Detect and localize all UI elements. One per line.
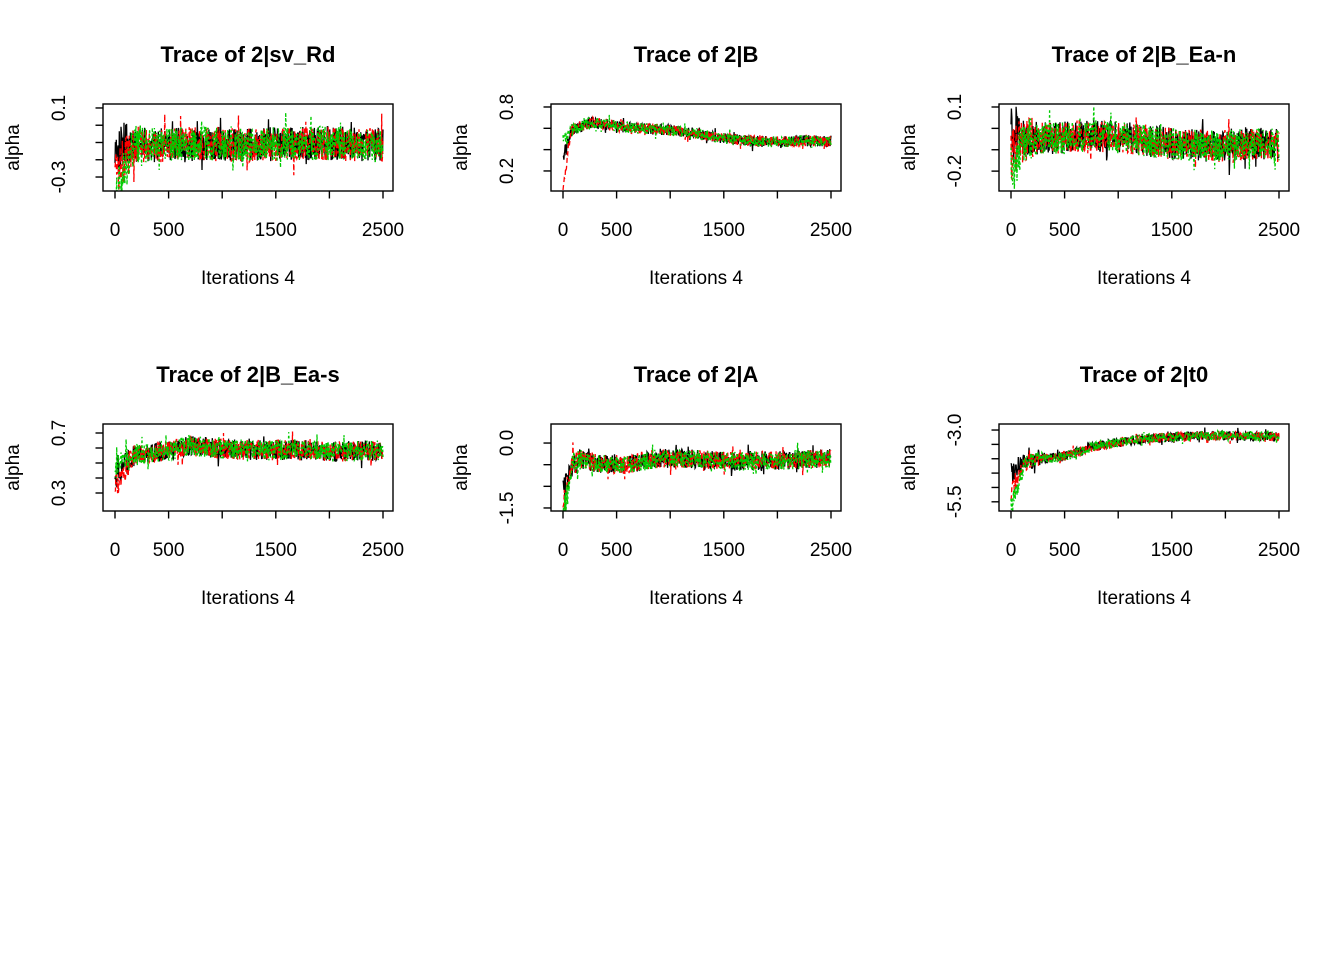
trace-panel-t0: 0 500 1500 2500 -3.0 -5.5 Trace of 2|t0 Iterati…: [899, 362, 1300, 609]
x-tick-label: 0: [110, 540, 121, 561]
trace-panel-A: 0 500 1500 2500 0.0 -1.5 Trace of 2|A Iteration…: [451, 362, 852, 609]
trace-chain-3: [562, 114, 832, 148]
trace-chain-2: [1010, 117, 1280, 180]
x-tick-label: 500: [1049, 220, 1081, 241]
x-tick-label: 500: [601, 220, 633, 241]
trace-lines: [1010, 427, 1280, 511]
panel-title: Trace of 2|A: [634, 362, 759, 387]
x-tick-label: 500: [1049, 540, 1081, 561]
x-tick-label: 2500: [1258, 220, 1300, 241]
x-tick-label: 0: [1006, 220, 1017, 241]
trace-lines: [114, 112, 384, 191]
trace-panel-B_Ea-s: 0 500 1500 2500 0.7 0.3 Trace of 2|B_Ea-s Itera…: [3, 362, 404, 609]
trace-chain-3: [115, 112, 384, 191]
x-tick-label: 500: [153, 540, 185, 561]
x-tick-label: 0: [558, 540, 569, 561]
x-tick-label: 0: [1006, 540, 1017, 561]
y-tick-label: 0.8: [497, 94, 518, 120]
panel-title: Trace of 2|t0: [1080, 362, 1208, 387]
trace-lines: [114, 431, 384, 494]
trace-lines: [562, 114, 832, 191]
x-axis-label: Iterations 4: [201, 588, 295, 609]
panel-title: Trace of 2|sv_Rd: [161, 42, 336, 67]
trace-chain-3: [1010, 428, 1280, 511]
trace-panel-sv_Rd: 0 500 1500 2500 0.1 -0.3 Trace of 2|sv_Rd Itera…: [3, 42, 404, 289]
y-axis-label: alpha: [899, 444, 920, 491]
y-axis-label: alpha: [451, 124, 472, 171]
y-tick-label: 0.1: [945, 94, 966, 120]
x-axis-label: Iterations 4: [1097, 268, 1191, 289]
trace-chain-3: [562, 442, 832, 511]
plot-box: [102, 423, 394, 512]
y-tick-label: -0.3: [49, 161, 70, 194]
y-axis-label: alpha: [451, 444, 472, 491]
y-tick-label: -1.5: [497, 492, 518, 525]
y-tick-label: -3.0: [945, 414, 966, 447]
y-axis-label: alpha: [3, 444, 24, 491]
y-tick-label: 0.1: [49, 95, 70, 121]
trace-plot-grid: 0 500 1500 2500 0.1 -0.3 Trace of 2|sv_Rd Itera…: [3, 42, 1300, 609]
y-axis-label: alpha: [899, 124, 920, 171]
plot-box: [550, 423, 842, 512]
x-tick-label: 1500: [703, 220, 745, 241]
x-tick-label: 1500: [255, 540, 297, 561]
trace-chain-1: [562, 444, 832, 498]
panel-title: Trace of 2|B: [634, 42, 759, 67]
plot-box: [998, 103, 1290, 192]
y-tick-label: -5.5: [945, 485, 966, 518]
y-tick-label: 0.7: [49, 420, 70, 446]
y-axis-label: alpha: [3, 124, 24, 171]
trace-panel-B: 0 500 1500 2500 0.8 0.2 Trace of 2|B Iterations…: [451, 42, 852, 289]
x-tick-label: 0: [110, 220, 121, 241]
trace-lines: [562, 442, 832, 511]
x-axis-label: Iterations 4: [201, 268, 295, 289]
plot-box: [998, 423, 1290, 512]
panel-title: Trace of 2|B_Ea-n: [1052, 42, 1237, 67]
trace-chain-3: [114, 432, 384, 479]
x-tick-label: 1500: [1151, 540, 1193, 561]
plot-box: [102, 103, 394, 192]
trace-chain-2: [1010, 429, 1280, 501]
x-tick-label: 500: [153, 220, 185, 241]
x-tick-label: 1500: [255, 220, 297, 241]
y-tick-label: 0.0: [497, 430, 518, 456]
y-tick-label: -0.2: [945, 155, 966, 188]
x-tick-label: 2500: [810, 540, 852, 561]
x-tick-label: 2500: [362, 220, 404, 241]
trace-chain-2: [562, 442, 832, 511]
x-tick-label: 2500: [1258, 540, 1300, 561]
x-tick-label: 1500: [1151, 220, 1193, 241]
x-axis-label: Iterations 4: [649, 588, 743, 609]
trace-lines: [1010, 106, 1280, 189]
trace-panel-B_Ea-n: 0 500 1500 2500 0.1 -0.2 Trace of 2|B_Ea-n Iter…: [899, 42, 1300, 289]
x-tick-label: 2500: [362, 540, 404, 561]
y-tick-label: 0.2: [497, 158, 518, 184]
panel-title: Trace of 2|B_Ea-s: [156, 362, 339, 387]
plot-box: [550, 103, 842, 192]
x-axis-label: Iterations 4: [649, 268, 743, 289]
x-tick-label: 500: [601, 540, 633, 561]
y-tick-label: 0.3: [49, 480, 70, 506]
x-tick-label: 2500: [810, 220, 852, 241]
x-tick-label: 1500: [703, 540, 745, 561]
trace-chain-3: [1010, 106, 1280, 189]
x-tick-label: 0: [558, 220, 569, 241]
x-axis-label: Iterations 4: [1097, 588, 1191, 609]
